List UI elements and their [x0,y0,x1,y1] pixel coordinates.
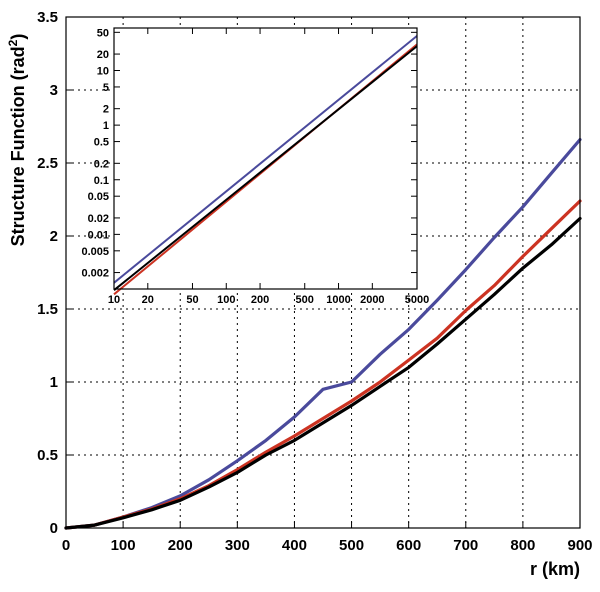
inset-y-tick-label: 5 [103,82,109,94]
x-axis-title: r (km) [530,559,580,579]
inset-y-tick-label: 1 [103,120,109,132]
main-x-tick-label: 800 [510,537,535,554]
main-y-tick-label: 3 [50,82,58,99]
main-x-tick-label: 700 [453,537,478,554]
main-y-tick-label: 2 [50,228,58,245]
main-x-tick-label: 900 [567,537,592,554]
inset-x-tick-label: 5000 [405,294,429,306]
main-y-tick-label: 3.5 [37,9,58,26]
main-x-tick-label: 300 [225,537,250,554]
inset-x-tick-label: 20 [142,294,154,306]
inset-x-tick-label: 50 [186,294,198,306]
inset-x-tick-label: 200 [251,294,269,306]
inset-x-tick-label: 500 [296,294,314,306]
main-x-tick-label: 600 [396,537,421,554]
main-series [64,138,582,530]
main-y-tick-label: 1.5 [37,301,58,318]
main-y-tick-label: 2.5 [37,155,58,172]
inset-y-tick-label: 2 [103,104,109,116]
main-x-tick-label: 0 [62,537,70,554]
y-axis-title-base: Structure Function (rad [8,46,28,246]
inset-y-tick-label: 0.01 [88,229,109,241]
main-x-tick-label: 100 [111,537,136,554]
main-x-tick-label: 400 [282,537,307,554]
inset-y-tick-label: 10 [97,66,109,78]
inset-x-tick-label: 1000 [326,294,350,306]
inset-y-tick-label: 50 [97,27,109,39]
main-y-tick-label: 0.5 [37,447,58,464]
main-y-tick-label: 1 [50,374,58,391]
y-axis-title-tail: ) [8,34,28,40]
inset-series [113,35,418,296]
main-x-tick-label: 500 [339,537,364,554]
main-x-ticks: 0 100 200 300 400 500 600 700 800 900 [62,522,593,554]
inset-y-tick-label: 0.2 [94,158,109,170]
inset-y-tick-label: 0.005 [81,246,109,258]
y-axis-title-superscript: 2 [6,39,20,46]
inset-y-tick-label: 0.002 [81,268,109,280]
inset-y-tick-label: 0.05 [88,191,109,203]
inset-x-tick-label: 10 [108,294,120,306]
y-axis-title: Structure Function (rad2) [6,34,28,247]
main-series-black [64,216,582,530]
inset-y-tick-label: 0.1 [94,175,109,187]
inset-y-tick-label: 0.5 [94,137,109,149]
main-y-ticks: 0 0.5 1 1.5 2 2.5 3 3.5 [37,9,72,537]
main-plot-frame [65,16,581,529]
main-y-tick-label: 0 [50,520,58,537]
inset-plot: 10 20 50 100 200 500 1000 2000 5000 0.002 0.005 0.0… [81,27,429,306]
inset-ticks: 10 20 50 100 200 500 1000 2000 5000 0.002 0.005 0.0… [81,27,429,306]
inset-x-tick-label: 100 [217,294,235,306]
inset-series-blue [113,35,418,284]
inset-y-tick-label: 0.02 [88,213,109,225]
main-x-tick-label: 200 [168,537,193,554]
inset-y-tick-label: 20 [97,49,109,61]
inset-plot-frame [113,27,418,290]
inset-series-black [113,45,418,291]
inset-x-tick-label: 2000 [360,294,384,306]
